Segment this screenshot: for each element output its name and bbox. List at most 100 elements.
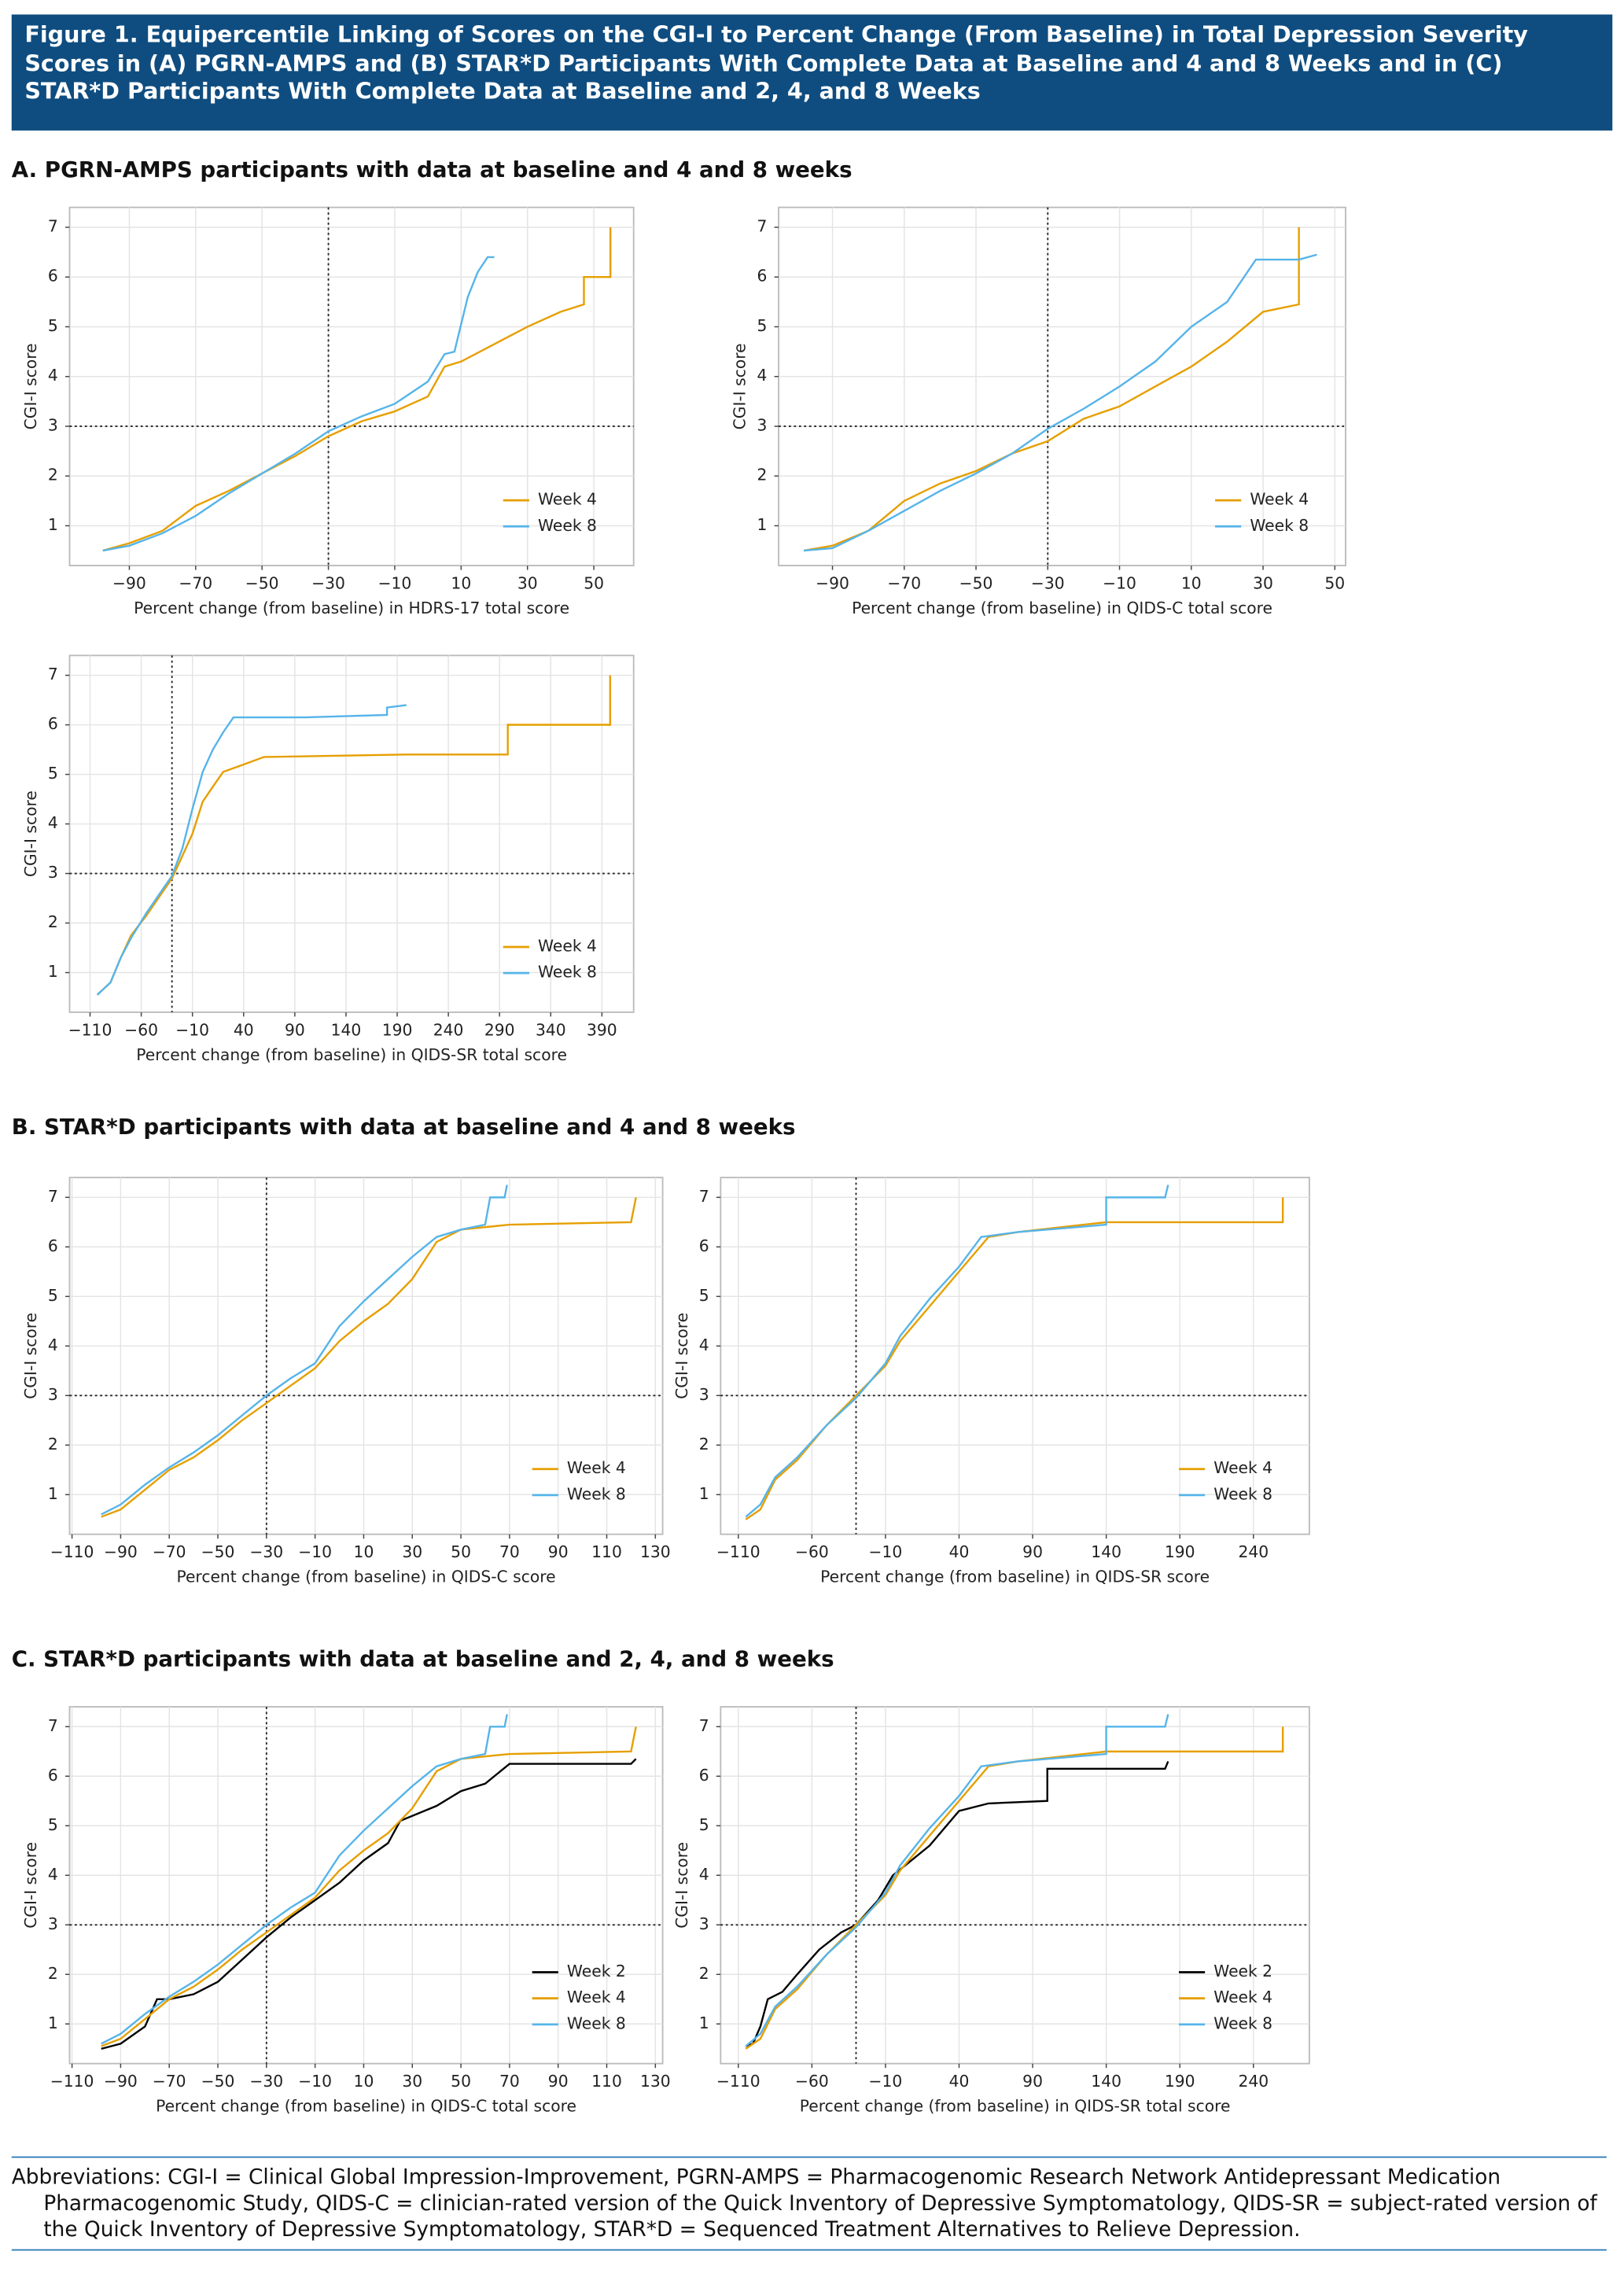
x-tick-label: 40 (234, 1020, 254, 1039)
legend-label: Week 8 (538, 516, 597, 535)
x-tick-label: 50 (451, 1542, 471, 1561)
x-tick-label: 30 (517, 574, 538, 593)
x-tick-label: −10 (298, 1542, 332, 1561)
series-line (745, 1185, 1169, 1518)
x-tick-label: 90 (548, 1542, 569, 1561)
legend-label: Week 8 (1250, 516, 1309, 535)
y-tick-label: 6 (48, 267, 58, 286)
x-axis-label: Percent change (from baseline) in QIDS-C… (156, 2096, 576, 2115)
x-tick-label: 390 (587, 1020, 617, 1039)
x-tick-label: −110 (50, 2072, 94, 2091)
y-tick-label: 7 (48, 1716, 58, 1735)
x-tick-label: 240 (433, 1020, 464, 1039)
plot-area (68, 1177, 664, 1535)
x-tick-label: 10 (1181, 574, 1202, 593)
x-axis-label: Percent change (from baseline) in QIDS-S… (800, 2096, 1231, 2115)
x-tick-label: −110 (716, 2072, 760, 2091)
x-tick-label: −50 (201, 2072, 235, 2091)
x-tick-label: 190 (1165, 1542, 1195, 1561)
y-axis-label: CGI-I score (672, 1842, 691, 1929)
x-tick-label: −70 (179, 574, 212, 593)
x-tick-label: 40 (949, 1542, 970, 1561)
y-tick-label: 1 (757, 515, 767, 534)
y-axis-label: CGI-I score (21, 1313, 40, 1399)
series-line (101, 1185, 508, 1516)
series-line (745, 1197, 1284, 1520)
x-tick-label: −70 (153, 1542, 186, 1561)
series-line (101, 1758, 637, 2050)
series-line (101, 1714, 508, 2045)
legend-label: Week 2 (567, 1962, 626, 1980)
y-tick-label: 2 (48, 1964, 58, 1983)
section-heading: C. STAR*D participants with data at base… (11, 1645, 834, 1672)
chart: 1 2 3 4 5 6 7 −110 −60 −10 40 90 140 190 240 Percent ch… (672, 1706, 1310, 2115)
x-tick-label: 140 (1091, 2072, 1121, 2091)
legend-label: Week 4 (567, 1988, 626, 2006)
y-tick-label: 3 (48, 415, 58, 434)
x-axis-label: Percent change (from baseline) in HDRS-1… (134, 599, 569, 617)
y-tick-label: 3 (757, 415, 767, 434)
y-tick-label: 5 (48, 764, 58, 783)
series-line (102, 227, 612, 552)
chart: 1 2 3 4 5 6 7 −90 −70 −50 −30 −10 10 30 50 Percent chan… (21, 206, 635, 617)
series-line (745, 1726, 1284, 2050)
y-tick-label: 2 (48, 466, 58, 485)
x-tick-label: −110 (68, 1020, 112, 1039)
x-tick-label: −60 (795, 2072, 829, 2091)
x-tick-label: 140 (331, 1020, 362, 1039)
x-tick-label: −30 (249, 2072, 283, 2091)
legend-label: Week 2 (1213, 1962, 1272, 1980)
x-tick-label: −60 (124, 1020, 158, 1039)
x-tick-label: −70 (887, 574, 921, 593)
y-tick-label: 4 (48, 366, 58, 385)
x-tick-label: 90 (285, 1020, 305, 1039)
plot-area (68, 654, 635, 1013)
y-tick-label: 4 (48, 1336, 58, 1354)
y-tick-label: 7 (699, 1187, 709, 1206)
plot-area (720, 1706, 1310, 2065)
x-axis-label: Percent change (from baseline) in QIDS-S… (820, 1568, 1210, 1586)
x-tick-label: −50 (959, 574, 993, 593)
plot-area (68, 206, 635, 566)
section-heading: A. PGRN-AMPS participants with data at b… (11, 157, 853, 183)
y-tick-label: 2 (699, 1964, 709, 1983)
y-tick-label: 3 (699, 1914, 709, 1933)
y-tick-label: 7 (48, 216, 58, 235)
x-tick-label: 140 (1091, 1542, 1121, 1561)
x-tick-label: 30 (402, 1542, 422, 1561)
footnote: Abbreviations: CGI-I = Clinical Global I… (11, 2156, 1607, 2251)
y-tick-label: 3 (699, 1385, 709, 1404)
legend-label: Week 8 (567, 1484, 626, 1503)
plot-area (720, 1177, 1310, 1535)
x-tick-label: 90 (1022, 2072, 1043, 2091)
x-tick-label: 30 (1253, 574, 1273, 593)
x-tick-label: −30 (1031, 574, 1065, 593)
y-tick-label: 6 (48, 1766, 58, 1785)
x-tick-label: 50 (451, 2072, 471, 2091)
legend-label: Week 8 (567, 2014, 626, 2032)
y-tick-label: 4 (699, 1865, 709, 1884)
y-tick-label: 1 (48, 962, 58, 981)
x-tick-label: 10 (354, 2072, 374, 2091)
x-tick-label: −90 (104, 2072, 138, 2091)
x-tick-label: −30 (249, 1542, 283, 1561)
y-tick-label: 5 (699, 1815, 709, 1834)
y-tick-label: 7 (48, 1187, 58, 1206)
series-line (745, 1714, 1169, 2047)
x-tick-label: 110 (591, 2072, 622, 2091)
y-axis-label: CGI-I score (21, 343, 40, 429)
series-line (96, 704, 407, 996)
legend-label: Week 8 (1213, 1484, 1272, 1503)
series-line (102, 256, 495, 552)
x-tick-label: 240 (1238, 2072, 1269, 2091)
x-axis-label: Percent change (from baseline) in QIDS-S… (136, 1045, 567, 1064)
x-tick-label: 340 (536, 1020, 566, 1039)
y-tick-label: 3 (48, 1385, 58, 1404)
x-tick-label: −60 (795, 1542, 829, 1561)
chart: 1 2 3 4 5 6 7 −110 −90 −70 −50 −30 −10 10 30 50 70 90 110 1… (21, 1177, 671, 1586)
x-tick-label: −70 (153, 2072, 186, 2091)
x-tick-label: 110 (591, 1542, 622, 1561)
x-tick-label: 90 (1022, 1542, 1043, 1561)
legend-label: Week 4 (1250, 490, 1309, 509)
